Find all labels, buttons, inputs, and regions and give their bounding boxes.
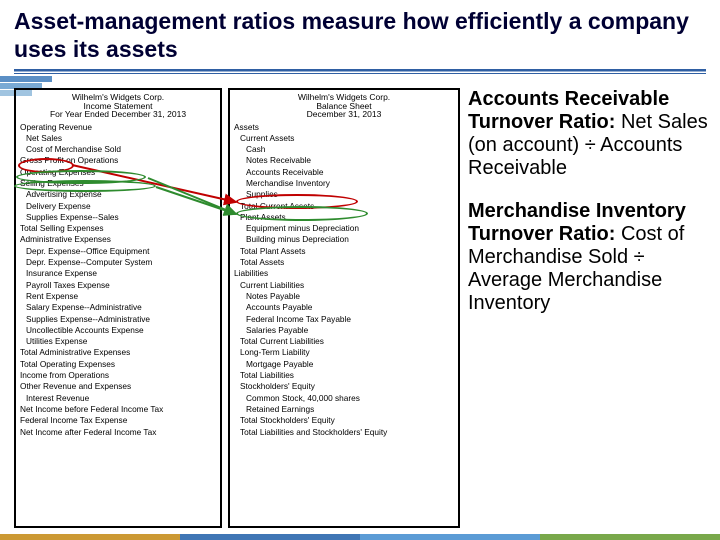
table-row: Supplies <box>230 188 458 199</box>
table-row: Net Income before Federal Income Tax <box>16 403 220 414</box>
table-row: Accounts Receivable <box>230 166 458 177</box>
table-row: Total Plant Assets <box>230 245 458 256</box>
table-row: Advertising Expense <box>16 188 220 199</box>
table-row: Plant Assets <box>230 211 458 222</box>
table-row: Interest Revenue <box>16 392 220 403</box>
table-row: Building minus Depreciation <box>230 233 458 244</box>
table-row: Total Operating Expenses <box>16 358 220 369</box>
table-row: Total Current Assets <box>230 200 458 211</box>
table-row: Net Income after Federal Income Tax <box>16 426 220 437</box>
table-row: Common Stock, 40,000 shares <box>230 392 458 403</box>
table-row: Total Stockholders' Equity <box>230 414 458 425</box>
table-row: Utilities Expense <box>16 335 220 346</box>
table-row: Income from Operations <box>16 369 220 380</box>
table-row: Notes Receivable <box>230 154 458 165</box>
table-row: Administrative Expenses <box>16 233 220 244</box>
table-row: Operating Expenses <box>16 166 220 177</box>
table-row: Current Liabilities <box>230 279 458 290</box>
table-row: Mortgage Payable <box>230 358 458 369</box>
balance-sheet-header: Wilhelm's Widgets Corp. Balance Sheet De… <box>230 90 458 121</box>
table-row: Net Sales <box>16 132 220 143</box>
table-row: Total Assets <box>230 256 458 267</box>
table-row: Total Liabilities <box>230 369 458 380</box>
table-row: Rent Expense <box>16 290 220 301</box>
table-row: Other Revenue and Expenses <box>16 380 220 391</box>
table-row: Payroll Taxes Expense <box>16 279 220 290</box>
table-row: Salaries Payable <box>230 324 458 335</box>
table-row: Federal Income Tax Expense <box>16 414 220 425</box>
table-row: Long-Term Liability <box>230 346 458 357</box>
table-row: Federal Income Tax Payable <box>230 313 458 324</box>
slide-content: Wilhelm's Widgets Corp. Income Statement… <box>14 88 714 528</box>
table-row: Total Current Liabilities <box>230 335 458 346</box>
table-row: Depr. Expense--Office Equipment <box>16 245 220 256</box>
is-period: For Year Ended December 31, 2013 <box>16 110 220 119</box>
table-row: Merchandise Inventory <box>230 177 458 188</box>
table-row: Depr. Expense--Computer System <box>16 256 220 267</box>
table-row: Cash <box>230 143 458 154</box>
table-row: Uncollectible Accounts Expense <box>16 324 220 335</box>
table-row: Total Administrative Expenses <box>16 346 220 357</box>
table-row: Salary Expense--Administrative <box>16 301 220 312</box>
table-row: Supplies Expense--Administrative <box>16 313 220 324</box>
table-row: Assets <box>230 121 458 132</box>
table-row: Notes Payable <box>230 290 458 301</box>
table-row: Total Selling Expenses <box>16 222 220 233</box>
table-row: Operating Revenue <box>16 121 220 132</box>
title-underline <box>14 69 706 74</box>
bottom-accent-bar <box>0 534 720 540</box>
inventory-turnover-ratio: Merchandise Inventory Turnover Ratio: Co… <box>468 200 712 315</box>
slide-title: Asset-management ratios measure how effi… <box>0 0 720 69</box>
table-row: Retained Earnings <box>230 403 458 414</box>
table-row: Accounts Payable <box>230 301 458 312</box>
ratio-definitions: Accounts Receivable Turnover Ratio: Net … <box>466 88 714 528</box>
table-row: Insurance Expense <box>16 267 220 278</box>
table-row: Liabilities <box>230 267 458 278</box>
table-row: Total Liabilities and Stockholders' Equi… <box>230 426 458 437</box>
income-statement-header: Wilhelm's Widgets Corp. Income Statement… <box>16 90 220 121</box>
table-row: Cost of Merchandise Sold <box>16 143 220 154</box>
table-row: Gross Profit on Operations <box>16 154 220 165</box>
table-row: Delivery Expense <box>16 200 220 211</box>
bs-period: December 31, 2013 <box>230 110 458 119</box>
balance-sheet-table: Wilhelm's Widgets Corp. Balance Sheet De… <box>228 88 460 528</box>
table-row: Supplies Expense--Sales <box>16 211 220 222</box>
table-row: Selling Expenses <box>16 177 220 188</box>
income-statement-table: Wilhelm's Widgets Corp. Income Statement… <box>14 88 222 528</box>
table-row: Current Assets <box>230 132 458 143</box>
table-row: Equipment minus Depreciation <box>230 222 458 233</box>
ar-turnover-ratio: Accounts Receivable Turnover Ratio: Net … <box>468 88 712 180</box>
table-row: Stockholders' Equity <box>230 380 458 391</box>
